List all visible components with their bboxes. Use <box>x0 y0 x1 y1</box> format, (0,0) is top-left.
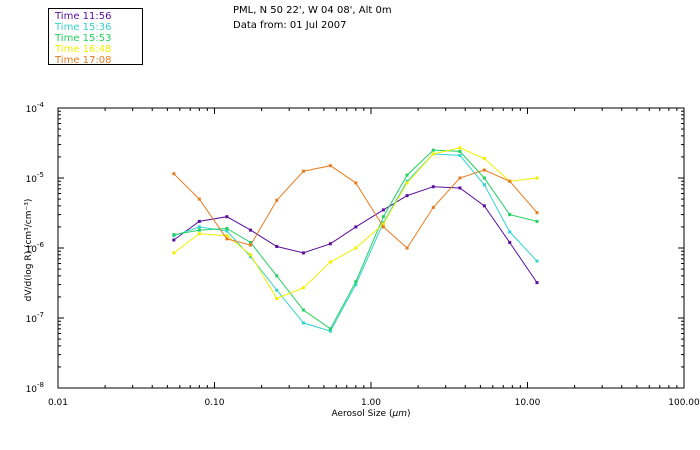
data-point <box>431 152 435 156</box>
data-point <box>508 240 512 244</box>
data-point <box>275 245 279 249</box>
data-point <box>508 230 512 234</box>
data-point <box>172 233 176 237</box>
series-1 <box>172 152 539 333</box>
data-point <box>482 168 486 172</box>
data-point <box>197 225 201 229</box>
series-line <box>173 153 538 332</box>
data-point <box>535 281 539 285</box>
series-3 <box>172 146 539 300</box>
data-point <box>535 176 539 180</box>
plot-frame <box>57 107 685 389</box>
data-point <box>458 153 462 157</box>
data-point <box>431 205 435 209</box>
data-point <box>482 183 486 187</box>
legend: Time 11:56 Time 15:36 Time 15:53 Time 16… <box>48 8 143 66</box>
data-point <box>381 225 385 229</box>
data-point <box>354 280 358 284</box>
data-point <box>328 164 332 168</box>
y-axis-label: dV/d(log R) (cm³/cm⁻³) <box>24 199 34 302</box>
data-point <box>249 255 253 259</box>
y-tick-label: 10-8 <box>26 381 44 395</box>
data-point <box>354 283 358 287</box>
data-point <box>381 222 385 226</box>
legend-entry-1156: Time 11:56 <box>55 11 112 22</box>
data-point <box>275 296 279 300</box>
data-point <box>458 176 462 180</box>
y-tick-label: 10-7 <box>26 311 44 325</box>
data-point <box>172 172 176 176</box>
data-point <box>405 181 409 185</box>
data-point <box>354 225 358 229</box>
data-point <box>535 211 539 215</box>
legend-entry-1648: Time 16:48 <box>55 44 112 55</box>
data-point <box>535 219 539 223</box>
legend-entry-1536: Time 15:36 <box>55 22 112 33</box>
data-point <box>225 234 229 238</box>
data-point <box>197 228 201 232</box>
data-point <box>354 246 358 250</box>
data-point <box>381 208 385 212</box>
data-point <box>249 243 253 247</box>
series-4 <box>172 164 539 250</box>
data-point <box>535 259 539 263</box>
data-point <box>405 179 409 183</box>
data-point <box>249 253 253 257</box>
data-point <box>301 169 305 173</box>
data-point <box>275 198 279 202</box>
data-point <box>301 286 305 290</box>
legend-entry-1708: Time 17:08 <box>55 55 112 66</box>
data-point <box>482 176 486 180</box>
data-point <box>225 226 229 230</box>
data-point <box>508 213 512 217</box>
data-point <box>249 240 253 244</box>
chart-title: PML, N 50 22', W 04 08', Alt 0m <box>233 5 392 16</box>
data-point <box>172 251 176 255</box>
data-point <box>301 321 305 325</box>
data-point <box>354 181 358 185</box>
data-point <box>197 219 201 223</box>
series-2 <box>172 148 539 331</box>
x-tick-label: 1.00 <box>361 398 381 408</box>
data-point <box>301 308 305 312</box>
data-point <box>458 146 462 150</box>
data-point <box>328 327 332 331</box>
data-point <box>225 229 229 233</box>
data-point <box>405 246 409 250</box>
chart-subtitle: Data from: 01 Jul 2007 <box>233 20 347 31</box>
data-point <box>197 232 201 236</box>
data-point <box>225 215 229 219</box>
data-point <box>249 228 253 232</box>
data-point <box>405 173 409 177</box>
data-point <box>328 242 332 246</box>
data-point <box>405 194 409 198</box>
x-tick-label: 10.00 <box>515 398 541 408</box>
data-point <box>482 156 486 160</box>
data-point <box>458 149 462 153</box>
data-point <box>301 251 305 255</box>
data-point <box>482 204 486 208</box>
data-point <box>381 215 385 219</box>
data-point <box>225 237 229 241</box>
data-point <box>508 179 512 183</box>
y-tick-label: 10-4 <box>26 101 45 115</box>
y-tick-label: 10-5 <box>26 171 44 185</box>
data-point <box>431 148 435 152</box>
data-point <box>431 185 435 189</box>
x-axis-label: Aerosol Size (µm) <box>332 409 411 419</box>
data-point <box>328 329 332 333</box>
x-tick-label: 0.01 <box>48 398 68 408</box>
data-point <box>275 274 279 278</box>
data-point <box>275 288 279 292</box>
x-tick-label: 0.10 <box>204 398 224 408</box>
legend-entry-1553: Time 15:53 <box>55 33 112 44</box>
data-point <box>328 260 332 264</box>
data-point <box>458 186 462 190</box>
data-point <box>197 197 201 201</box>
data-point <box>172 238 176 242</box>
series-0 <box>172 185 539 285</box>
x-tick-label: 100.00 <box>668 398 700 408</box>
